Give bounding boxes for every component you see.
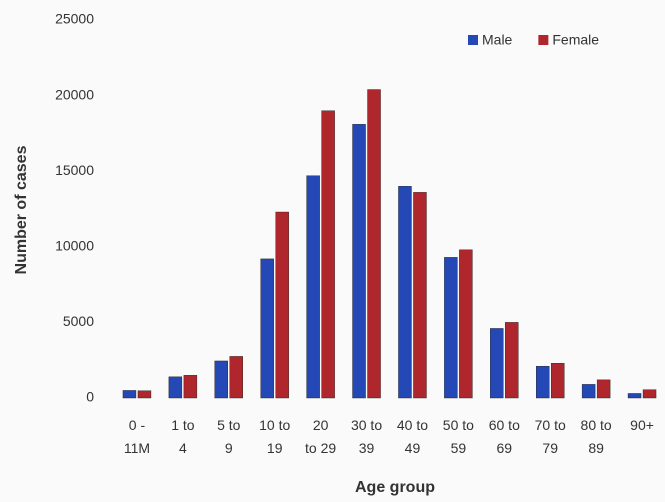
bar [505, 322, 519, 399]
bar [183, 375, 198, 399]
x-tick-label: 60 to 69 [489, 417, 520, 456]
bar [581, 384, 596, 399]
x-tick-label: 0 -11M [124, 417, 150, 456]
x-axis-title: Age group [355, 479, 435, 496]
y-tick-label: 10000 [55, 238, 94, 254]
x-tick-label: 10 to 19 [259, 417, 290, 456]
bar [122, 390, 137, 399]
bar [168, 376, 183, 399]
bar [413, 192, 427, 399]
x-tick-label: 90+ [630, 417, 654, 433]
x-tick-label: 20 to 29 [305, 417, 336, 456]
bar [352, 124, 366, 399]
bar [260, 258, 274, 399]
x-tick-label: 1 to 4 [171, 417, 195, 456]
legend-swatch [538, 35, 549, 45]
bar [306, 175, 320, 399]
y-tick-label: 15000 [55, 162, 94, 178]
x-tick-label: 5 to 9 [217, 417, 241, 456]
bar [536, 366, 550, 399]
x-tick-label: 70 to 79 [535, 417, 566, 456]
y-tick-label: 0 [86, 389, 94, 405]
bar [551, 363, 565, 399]
y-tick-label: 5000 [63, 313, 94, 329]
y-axis-title: Number of cases [13, 145, 30, 274]
x-tick-label: 80 to 89 [581, 417, 612, 456]
bar [627, 393, 642, 399]
bar [229, 356, 243, 399]
x-tick-label: 40 to 49 [397, 417, 428, 456]
bar [214, 360, 228, 399]
bar [367, 89, 381, 399]
y-tick-label: 20000 [55, 86, 94, 102]
y-tick-label: 25000 [55, 11, 94, 27]
bar [275, 211, 289, 399]
bar [321, 110, 335, 399]
legend-swatch [468, 35, 478, 45]
bar [444, 257, 458, 399]
x-tick-label: 30 to 39 [351, 417, 382, 456]
bar [490, 328, 504, 399]
bar [642, 389, 657, 399]
bar [137, 390, 152, 399]
bar [398, 186, 412, 399]
bar [596, 379, 611, 399]
legend-label: Female [552, 32, 599, 48]
x-tick-label: 50 to 59 [443, 417, 474, 456]
bar [459, 249, 473, 399]
legend-label: Male [482, 32, 513, 48]
